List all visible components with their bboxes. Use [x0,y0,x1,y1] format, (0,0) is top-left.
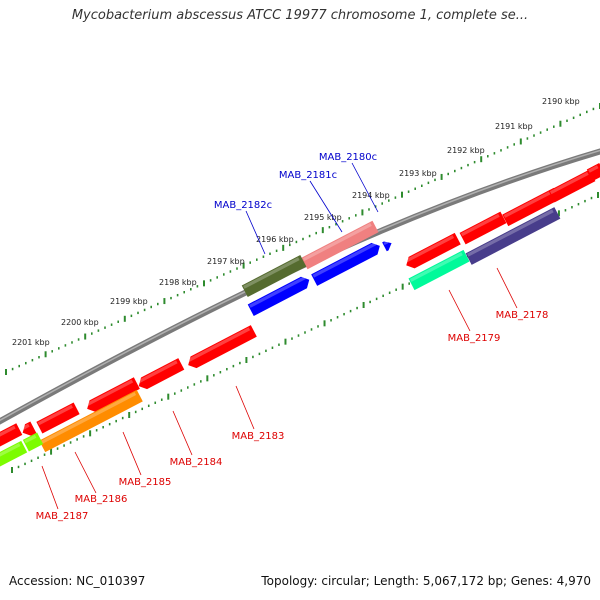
kbp-label: 2191 kbp [495,122,533,131]
gene-label[interactable]: MAB_2180c [319,152,377,163]
kbp-label: 2194 kbp [352,191,390,200]
gene-MAB_2183[interactable] [185,325,257,371]
gene-red-l3[interactable] [84,377,140,414]
map-title: Mycobacterium abscessus ATCC 19977 chrom… [71,8,529,23]
callout-line [74,451,97,494]
callout-line [309,180,343,233]
gene-MAB_2179[interactable] [408,249,470,291]
gene-MAB_2181c[interactable] [301,220,379,270]
gene-label[interactable]: MAB_2179 [448,333,501,344]
genome-summary: Topology: circular; Length: 5,067,172 bp… [261,574,591,588]
gene-blue-small[interactable] [382,239,394,252]
gene-callouts: MAB_2180c MAB_2181c MAB_2182c MAB_2178 MAB_2… [36,152,549,522]
accession-text: Accession: NC_010397 [9,574,146,588]
kbp-label: 2196 kbp [256,235,294,244]
callout-line [448,289,471,332]
gene-label[interactable]: MAB_2183 [232,431,285,442]
gene-label[interactable]: MAB_2178 [496,310,549,321]
kbp-label: 2192 kbp [447,146,485,155]
gene-red-r4[interactable] [548,169,596,203]
kbp-label: 2200 kbp [61,318,99,327]
kbp-label: 2195 kbp [304,213,342,222]
callout-line [245,210,266,255]
gene-label[interactable]: MAB_2181c [279,170,337,181]
callout-line [235,385,255,430]
gene-label[interactable]: MAB_2186 [75,494,128,505]
gene-MAB_2187[interactable] [0,440,28,468]
gene-MAB_2184[interactable] [136,358,185,392]
gene-MAB_2178[interactable] [465,207,561,265]
inner-tick-row [11,192,599,473]
kbp-label: 2197 kbp [207,257,245,266]
gene-red-l4[interactable] [36,402,80,434]
kbp-label: 2193 kbp [399,169,437,178]
gene-blue-2[interactable] [247,274,313,317]
gene-label[interactable]: MAB_2185 [119,477,172,488]
callout-line [172,410,193,456]
callout-line [122,431,142,476]
gene-red-r1[interactable] [403,232,461,271]
gene-red-l6[interactable] [0,423,23,449]
kbp-label: 2201 kbp [12,338,50,347]
gene-red-l5[interactable] [20,421,37,438]
gene-red-r3[interactable] [502,187,560,227]
gene-features[interactable] [0,163,600,468]
kbp-label: 2198 kbp [159,278,197,287]
kbp-labels: 2190 kbp 2191 kbp 2192 kbp 2193 kbp 2194 kbp… [12,97,580,347]
kbp-label: 2190 kbp [542,97,580,106]
gene-label[interactable]: MAB_2182c [214,200,272,211]
kbp-label: 2199 kbp [110,297,148,306]
gene-MAB_2182c[interactable] [241,254,307,298]
gene-label[interactable]: MAB_2184 [170,457,223,468]
gene-MAB_2180c[interactable] [311,240,383,286]
gene-label[interactable]: MAB_2187 [36,511,89,522]
outer-tick-row [5,103,600,375]
gene-MAB_2185[interactable] [39,389,143,453]
callout-line [351,162,379,213]
gene-red-r2[interactable] [459,211,507,245]
callout-line [41,465,59,510]
gene-MAB_2186[interactable] [22,432,44,452]
gene-red-r5[interactable] [586,163,600,181]
callout-line [496,267,518,309]
